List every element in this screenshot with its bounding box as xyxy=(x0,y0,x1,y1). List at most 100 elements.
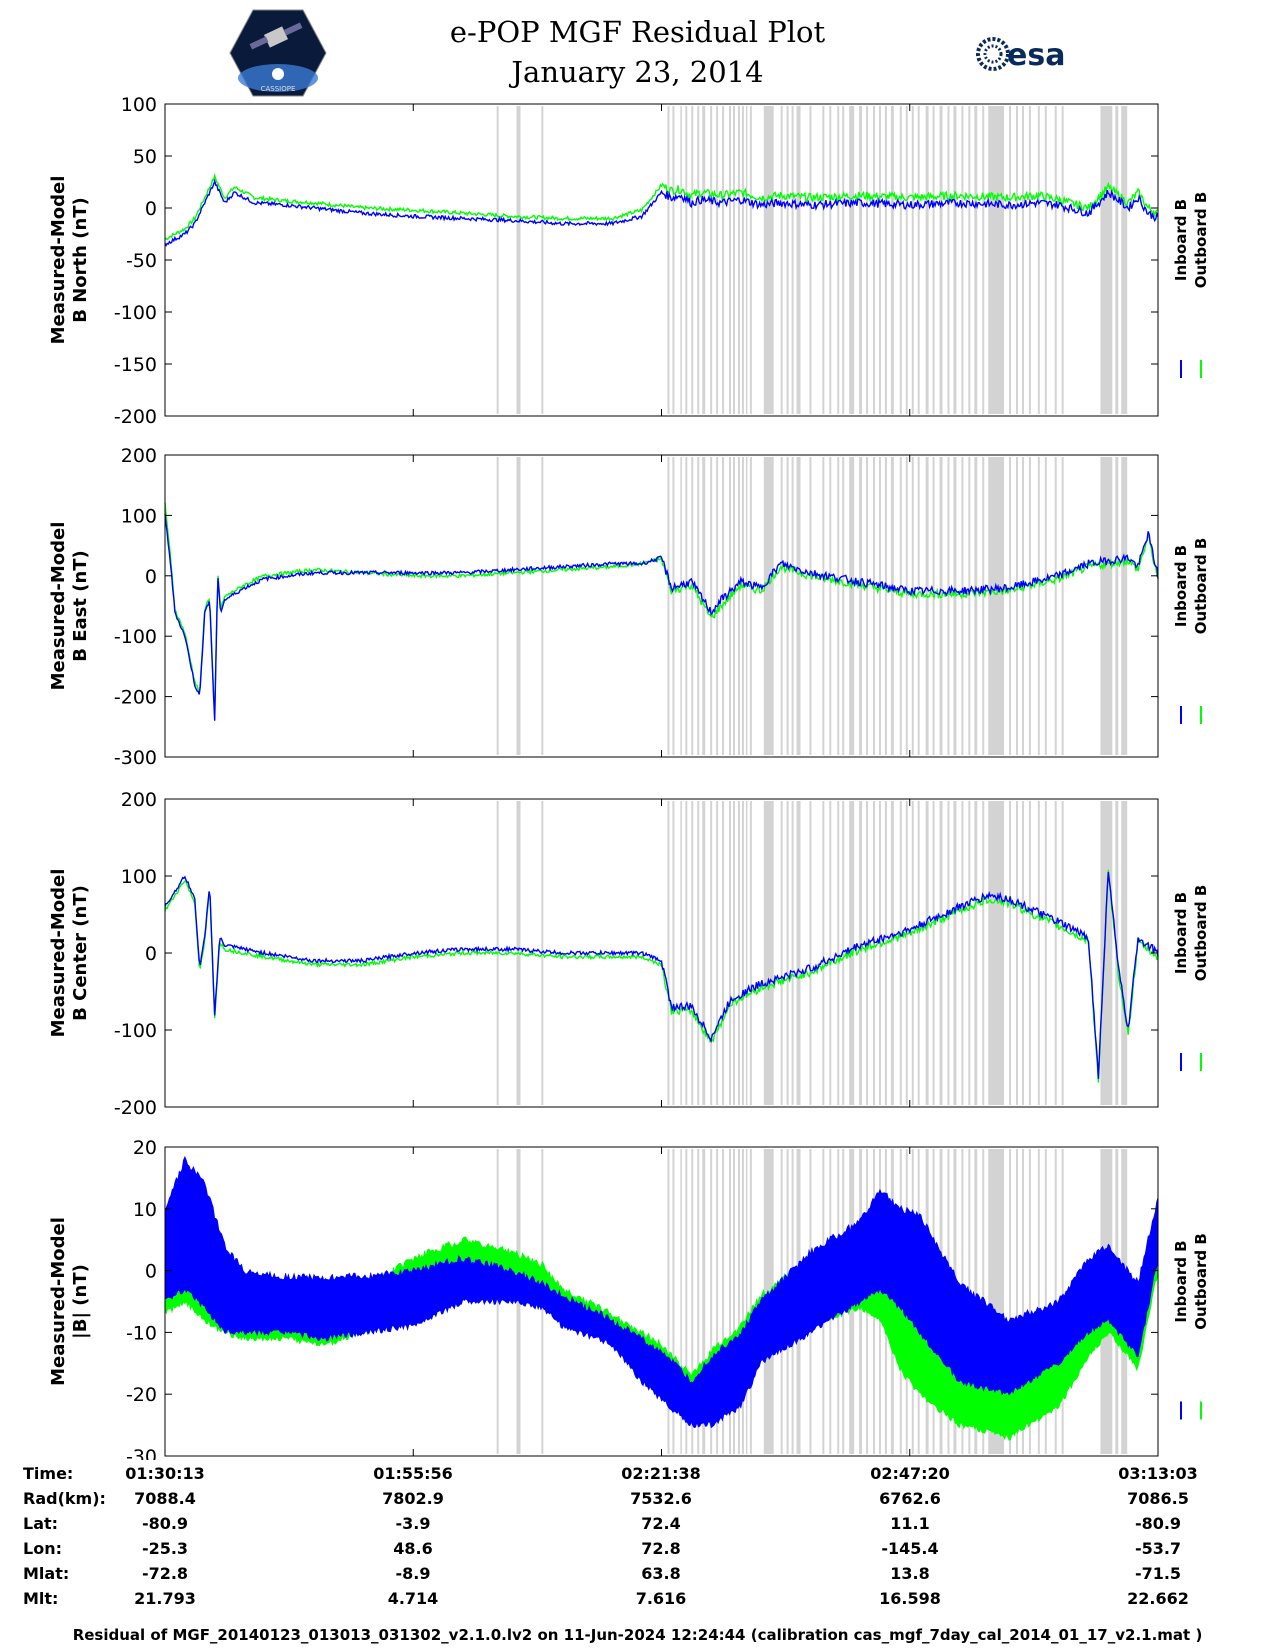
gap-band xyxy=(974,801,978,1105)
y-tick-label: 200 xyxy=(121,789,157,811)
info-row-label: Mlat: xyxy=(23,1564,70,1583)
gap-band xyxy=(988,801,1005,1105)
info-row-value: 72.8 xyxy=(641,1539,681,1558)
gap-band xyxy=(859,106,863,414)
gap-band xyxy=(685,457,688,755)
gap-band xyxy=(842,457,845,755)
info-row-label: Mlt: xyxy=(23,1589,59,1608)
gap-band xyxy=(496,1149,499,1454)
gap-band xyxy=(732,106,735,414)
gap-band xyxy=(516,106,521,414)
gap-band xyxy=(1016,1149,1018,1454)
gap-band xyxy=(786,801,789,1105)
info-row-value: 22.662 xyxy=(1127,1589,1189,1608)
gap-band xyxy=(890,457,894,755)
gap-band xyxy=(685,801,688,1105)
gap-band xyxy=(842,801,845,1105)
esa-wordmark: esa xyxy=(1007,38,1065,73)
gap-band xyxy=(702,1149,706,1454)
info-row-value: 16.598 xyxy=(879,1589,941,1608)
gap-band xyxy=(749,1149,752,1454)
gap-band xyxy=(982,106,985,414)
gap-band xyxy=(953,801,957,1105)
gap-band xyxy=(1028,801,1031,1105)
gap-band xyxy=(932,801,935,1105)
gap-band xyxy=(917,457,920,755)
gap-band xyxy=(745,1149,748,1454)
gap-band xyxy=(796,106,801,414)
gap-band xyxy=(697,457,700,755)
gap-band xyxy=(697,801,700,1105)
gap-band xyxy=(1044,106,1047,414)
y-tick-label: 20 xyxy=(133,1137,157,1159)
info-row-value: 01:30:13 xyxy=(125,1464,205,1483)
gap-band xyxy=(741,801,744,1105)
gap-band xyxy=(741,1149,744,1454)
y-tick-label: 100 xyxy=(121,94,157,116)
gap-band xyxy=(786,457,789,755)
info-row-value: 4.714 xyxy=(387,1589,439,1608)
info-row-label: Lat: xyxy=(23,1514,59,1533)
gap-band xyxy=(763,457,774,755)
y-tick-label: -50 xyxy=(126,250,157,272)
gap-band xyxy=(745,801,748,1105)
gap-band xyxy=(1100,457,1113,755)
info-row-value: 02:47:20 xyxy=(870,1464,950,1483)
gap-band xyxy=(988,106,1005,414)
gap-band xyxy=(939,457,943,755)
panel-2: 200 100 0 -100 -200 -300 Measured-Model B East … xyxy=(48,445,1210,769)
info-row-value: 21.793 xyxy=(134,1589,196,1608)
cassiope-mission-logo: CASSIOPE xyxy=(229,9,327,97)
gap-band xyxy=(680,106,682,414)
gap-band xyxy=(859,457,863,755)
y-tick-label: -30 xyxy=(126,1446,157,1460)
y-axis-label-line1: Measured-Model xyxy=(48,522,69,691)
gap-band xyxy=(911,801,914,1105)
gap-band xyxy=(763,106,774,414)
gap-band xyxy=(1009,106,1012,414)
info-row-value: 63.8 xyxy=(641,1564,681,1583)
gap-band xyxy=(911,457,914,755)
gap-band xyxy=(849,106,855,414)
gap-band xyxy=(925,106,929,414)
gap-band xyxy=(1009,801,1012,1105)
y-tick-label: 0 xyxy=(145,198,157,220)
gap-band xyxy=(968,106,971,414)
info-row-value: -53.7 xyxy=(1134,1539,1182,1558)
gap-band xyxy=(982,801,985,1105)
gap-band xyxy=(710,457,713,755)
info-row: Lat: -80.9 -3.9 72.4 11.1 -80.9 xyxy=(0,1512,1275,1536)
info-row: Mlt: 21.793 4.714 7.616 16.598 22.662 xyxy=(0,1587,1275,1611)
gap-band xyxy=(884,801,887,1105)
y-axis-label-line1: Measured-Model xyxy=(48,869,69,1038)
series-line-inboard-b xyxy=(164,872,1159,1079)
gap-band xyxy=(749,801,752,1105)
info-row-label: Rad(km): xyxy=(23,1489,106,1508)
gap-band xyxy=(809,801,812,1105)
y-tick-label: -300 xyxy=(114,747,157,769)
y-tick-label: -100 xyxy=(114,302,157,324)
y-tick-label: 100 xyxy=(121,866,157,888)
gap-band xyxy=(672,457,675,755)
gap-band xyxy=(716,801,719,1105)
gap-band xyxy=(809,457,812,755)
y-axis-label-line2: B East (nT) xyxy=(70,550,91,662)
gap-band xyxy=(780,457,783,755)
info-row-value: -3.9 xyxy=(395,1514,431,1533)
gap-band xyxy=(890,106,894,414)
gap-band xyxy=(749,457,752,755)
gap-band xyxy=(968,801,971,1105)
gap-band xyxy=(982,457,985,755)
gap-band xyxy=(1115,106,1119,414)
gap-band xyxy=(732,1149,735,1454)
gap-band xyxy=(691,457,694,755)
y-tick-label: 100 xyxy=(121,505,157,527)
gap-band xyxy=(939,801,943,1105)
info-row-label: Time: xyxy=(23,1464,74,1483)
gap-band xyxy=(691,801,694,1105)
y-tick-label: 200 xyxy=(121,445,157,467)
gap-band xyxy=(925,801,929,1105)
gap-band xyxy=(729,1149,732,1454)
info-row-value: -80.9 xyxy=(141,1514,189,1533)
gap-band xyxy=(1028,106,1031,414)
